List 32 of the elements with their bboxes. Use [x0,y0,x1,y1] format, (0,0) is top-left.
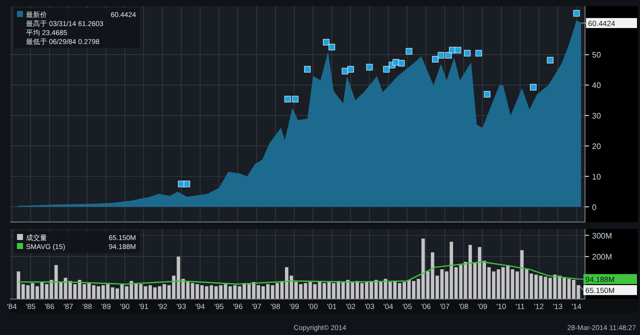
point [184,180,190,188]
y-tick-label: 20 [592,142,602,151]
y-tick-label: 0 [592,202,597,212]
y-tick-label: 30 [592,112,602,121]
point [573,10,580,17]
y-tick-label: 300M [592,231,612,240]
y-tick-label: 50 [592,50,602,60]
point [475,50,482,56]
point [406,48,412,55]
point [322,38,330,46]
point [432,56,439,62]
point [347,66,354,73]
y-tick-label: 10 [592,172,602,182]
line-series [18,261,580,285]
point [284,96,291,102]
point [304,66,311,73]
point [445,52,452,59]
y-tick-label: 40 [592,81,602,90]
point [546,56,554,64]
y-tick-label: 200M [592,252,612,262]
point [484,90,490,98]
point [178,180,185,188]
point [292,96,298,102]
point [383,66,390,73]
point [438,52,444,59]
point [464,50,471,56]
point [454,46,462,54]
point [328,44,336,50]
point [530,84,536,90]
point [342,68,348,74]
point [366,64,373,70]
point [398,60,405,66]
